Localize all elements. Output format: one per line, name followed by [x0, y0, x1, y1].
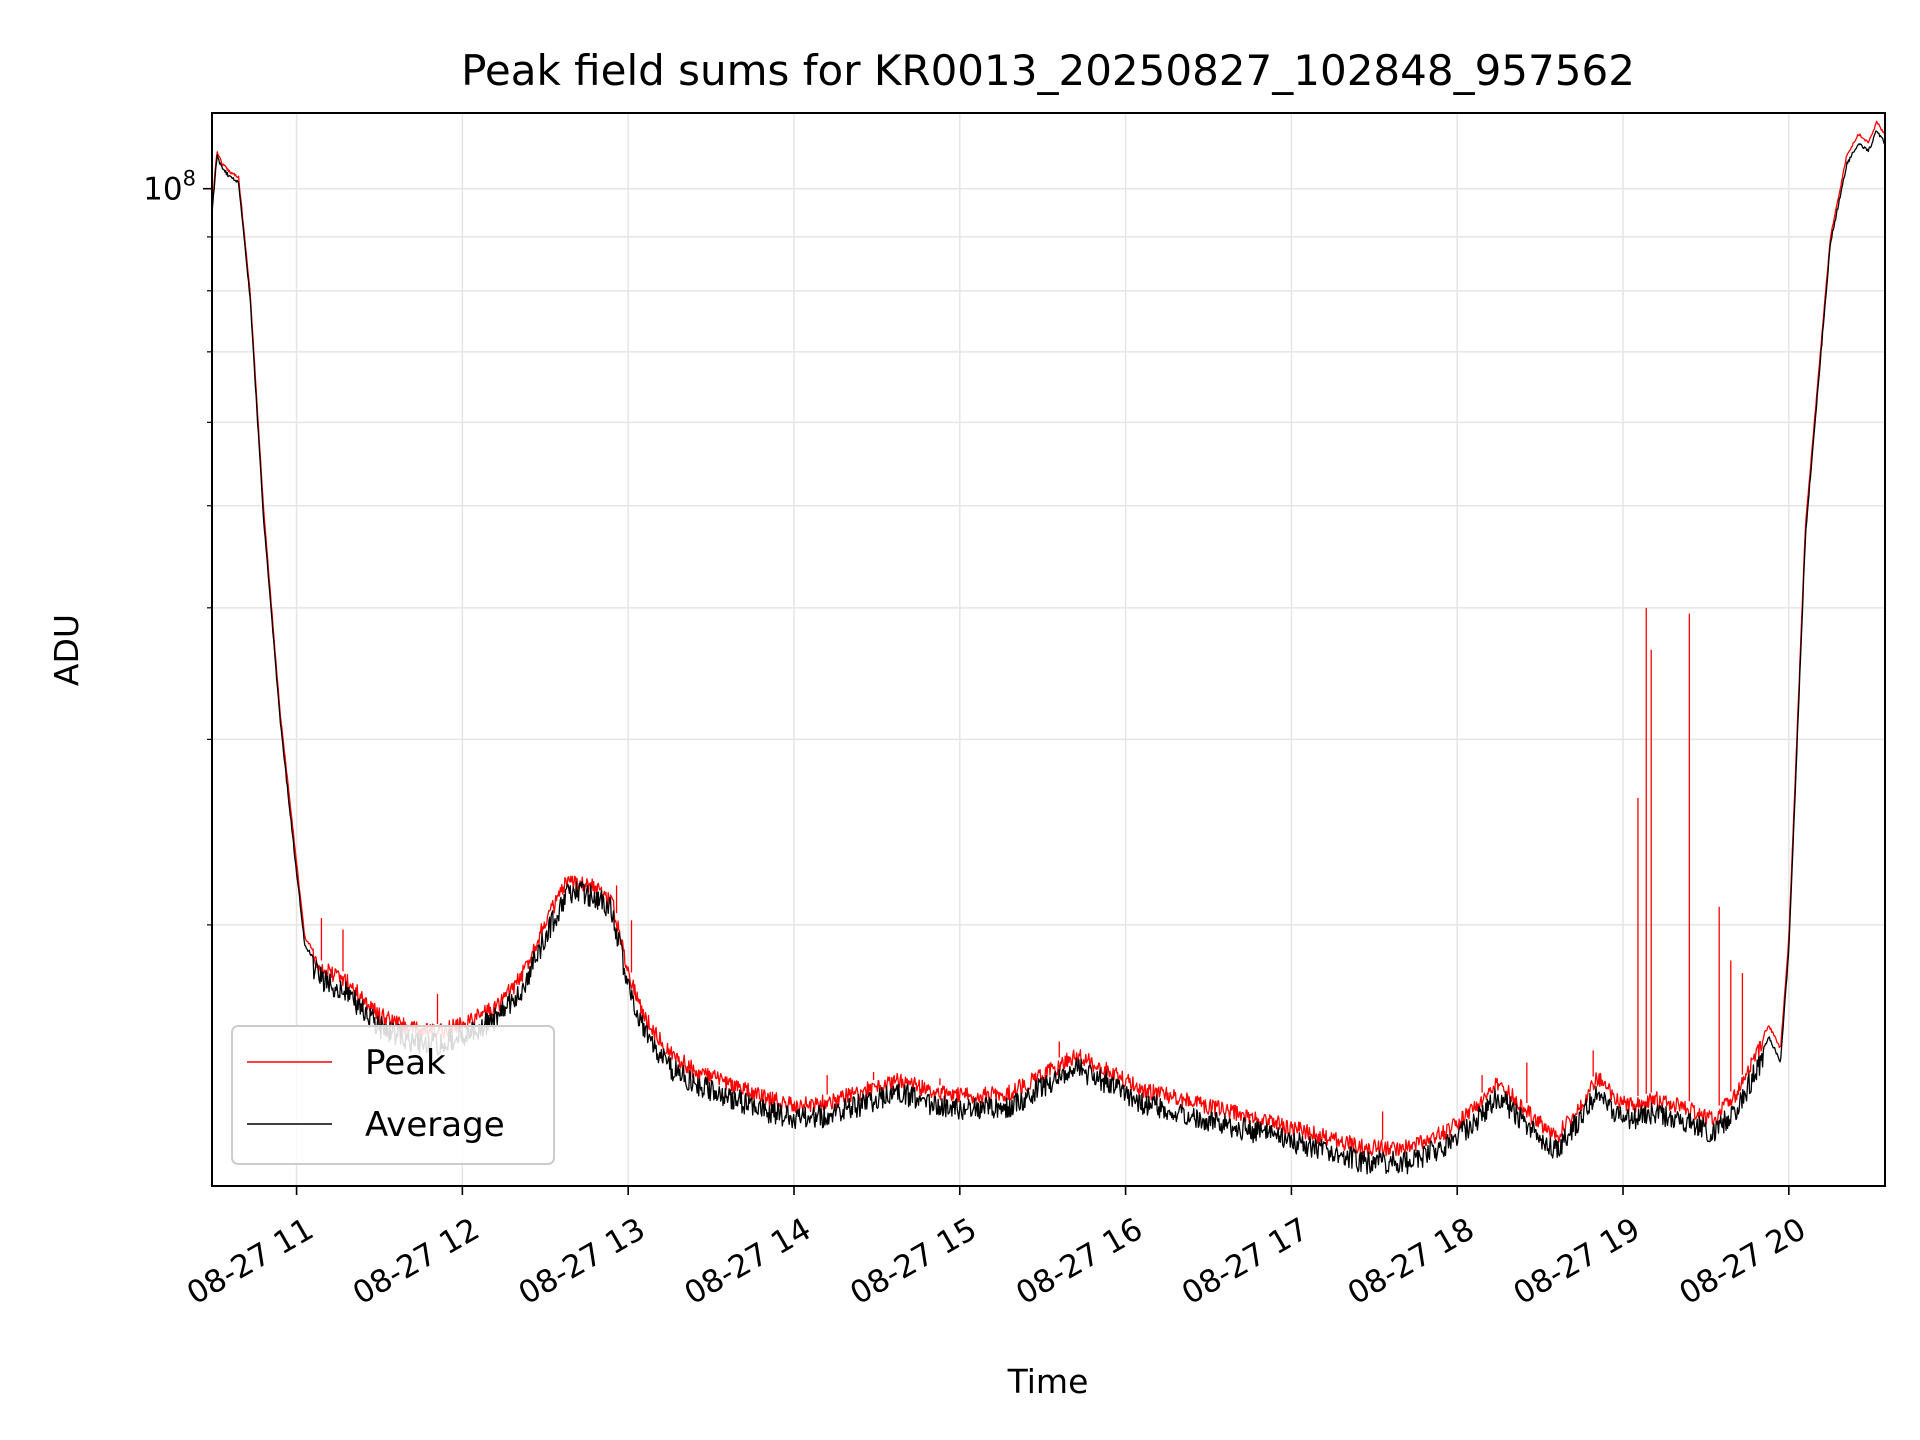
- legend-average-label: Average: [365, 1105, 505, 1145]
- y-tick-label: 108: [143, 167, 196, 208]
- series-average-line: [212, 130, 1885, 1175]
- plot-series: [212, 120, 1885, 1175]
- plot-frame: [211, 112, 1886, 1187]
- y-axis-label: ADU: [47, 614, 86, 686]
- legend-box: [231, 1025, 555, 1165]
- x-axis-label: Time: [1007, 1362, 1089, 1401]
- chart-title: Peak field sums for KR0013_20250827_1028…: [461, 46, 1635, 95]
- legend-peak-label: Peak: [365, 1043, 446, 1083]
- series-peak-line: [212, 120, 1885, 1157]
- legend: Peak Average: [231, 1025, 555, 1165]
- grid: [212, 113, 1885, 1186]
